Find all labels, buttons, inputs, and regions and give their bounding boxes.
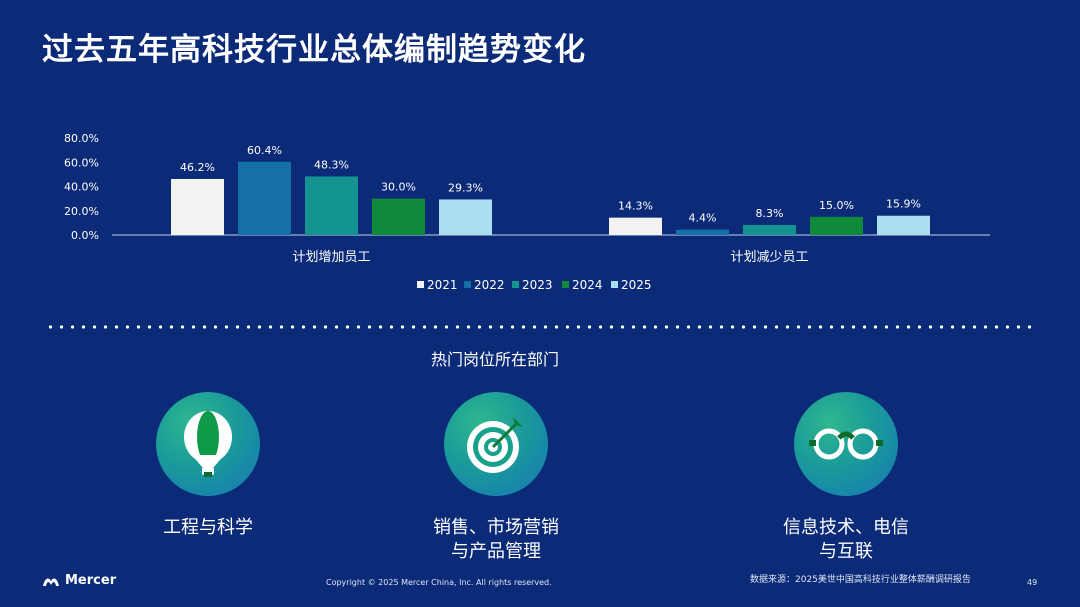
data-source: 数据来源：2025美世中国高科技行业整体薪酬调研报告 [750,575,971,585]
bar [877,215,930,235]
data-label: 29.3% [448,181,483,194]
department-sales: 销售、市场营销 与产品管理 [376,392,616,564]
bar [743,224,796,235]
legend-swatch [562,281,569,288]
department-label: 信息技术、电信 与互联 [783,517,909,562]
glasses-icon [794,392,898,496]
y-tick-label: 0.0% [71,229,99,242]
bar [609,217,662,235]
copyright-text: Copyright © 2025 Mercer China, Inc. All … [326,578,552,587]
data-label: 8.3% [756,207,784,220]
data-label: 4.4% [689,212,717,225]
y-tick-label: 20.0% [64,205,99,218]
legend-swatch [464,281,471,288]
data-label: 14.3% [618,200,653,213]
hot-air-balloon-icon [156,392,260,496]
legend-swatch [512,281,519,288]
mercer-logo-icon [43,577,59,586]
y-tick-label: 60.0% [64,156,99,169]
legend-label: 2022 [474,278,505,292]
page-title: 过去五年高科技行业总体编制趋势变化 [42,32,586,68]
data-label: 60.4% [247,144,282,157]
y-tick-label: 80.0% [64,132,99,145]
bar [171,178,224,235]
brand-name: Mercer [65,573,117,588]
bar [676,229,729,235]
data-label: 46.2% [180,161,215,174]
category-label: 计划减少员工 [730,250,808,265]
department-it: 信息技术、电信 与互联 [726,392,966,564]
dotted-divider [45,325,1035,329]
bar [372,198,425,235]
legend-label: 2021 [427,278,458,292]
data-label: 30.0% [381,181,416,194]
data-label: 15.0% [819,199,854,212]
data-label: 48.3% [314,158,349,171]
department-engineering: 工程与科学 [88,392,328,540]
y-tick-label: 40.0% [64,181,99,194]
bar [439,199,492,235]
category-label: 计划增加员工 [292,250,370,265]
bar [810,216,863,235]
legend-label: 2024 [572,278,603,292]
department-label: 工程与科学 [163,517,253,538]
department-label: 销售、市场营销 与产品管理 [433,517,559,562]
bar [238,161,291,235]
mercer-logo: Mercer [42,573,116,588]
legend-swatch [611,281,618,288]
legend-label: 2025 [621,278,652,292]
target-icon [444,392,548,496]
data-label: 15.9% [886,198,921,211]
section-title: 热门岗位所在部门 [430,350,559,369]
page-number: 49 [1027,578,1038,587]
bar-chart: 0.0% 20.0% 40.0% 60.0% 80.0% 46.2% 60.4% 48.3% 3… [64,132,990,292]
legend-label: 2023 [522,278,553,292]
bar [305,176,358,235]
legend-swatch [417,281,424,288]
